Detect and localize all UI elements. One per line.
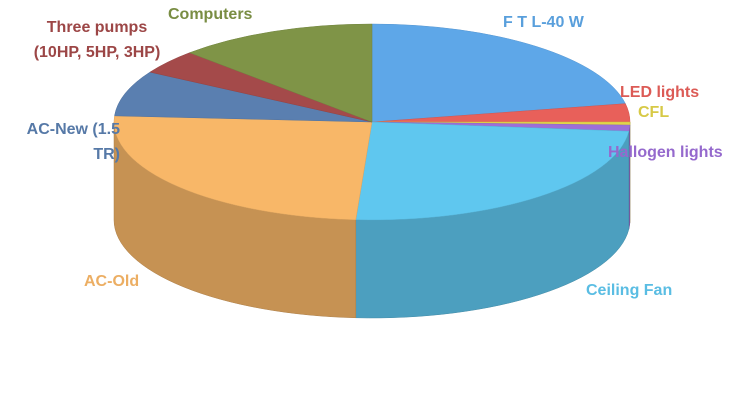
slice [371, 23, 626, 123]
slice-label: Ceiling Fan [586, 282, 673, 299]
slice [113, 115, 373, 221]
slice-label: Hallogen lights [608, 144, 723, 161]
slice [114, 71, 373, 123]
slice-label: LED lights [620, 84, 700, 101]
slice-label: CFL [638, 104, 670, 121]
slice-label: AC-New (1.5 TR) [26, 121, 120, 163]
slice-label: Computers [168, 6, 253, 23]
slice-label: F T L-40 W [503, 14, 584, 31]
slice [188, 23, 373, 123]
slice [355, 121, 630, 221]
slice-label: AC-Old [84, 273, 140, 290]
slice-label: Three pumps (10HP, 5HP, 3HP) [33, 19, 161, 61]
